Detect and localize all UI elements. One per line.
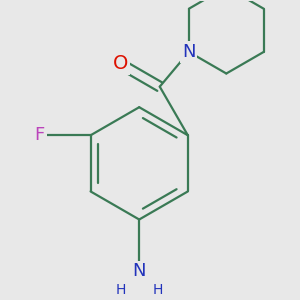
Text: N: N xyxy=(133,262,146,280)
Text: F: F xyxy=(35,126,45,144)
Text: H: H xyxy=(152,283,163,297)
Text: H: H xyxy=(116,283,126,297)
Text: N: N xyxy=(182,43,196,61)
Text: O: O xyxy=(113,55,128,74)
